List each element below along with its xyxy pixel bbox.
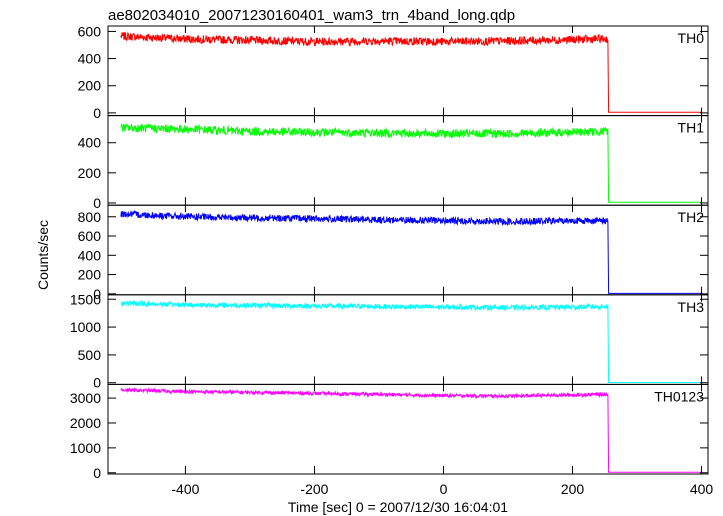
series-line-th3 xyxy=(120,299,702,383)
series-line-th1 xyxy=(120,123,702,203)
y-tick-label: 200 xyxy=(78,267,102,283)
panel-frame-th0123 xyxy=(107,383,709,475)
series-line-th2 xyxy=(120,209,702,294)
y-tick-label: 0 xyxy=(93,375,101,391)
y-tick-label: 400 xyxy=(78,135,102,151)
chart-title: ae802034010_20071230160401_wam3_trn_4ban… xyxy=(108,7,515,24)
y-tick-label: 400 xyxy=(78,51,102,67)
y-tick-label: 600 xyxy=(78,228,102,244)
y-tick-label: 500 xyxy=(78,347,102,363)
series-label-th3: TH3 xyxy=(678,299,705,315)
series-label-th0: TH0 xyxy=(678,30,705,46)
x-tick-label: 400 xyxy=(690,481,714,497)
y-tick-label: 0 xyxy=(93,286,101,302)
y-tick-label: 1000 xyxy=(70,440,101,456)
y-axis-label: Counts/sec xyxy=(35,220,51,290)
series-label-th1: TH1 xyxy=(678,120,705,136)
x-tick-label: -400 xyxy=(171,481,199,497)
y-tick-label: 0 xyxy=(93,195,101,211)
y-tick-label: 200 xyxy=(78,78,102,94)
series-label-th0123: TH0123 xyxy=(654,388,704,404)
x-tick-label: 200 xyxy=(561,481,585,497)
y-tick-label: 1500 xyxy=(70,291,101,307)
series-label-th2: TH2 xyxy=(678,209,705,225)
panels-group: 0 200 400 600 TH0 0 200 400 TH1 0 200 400 600 800 TH2 0… xyxy=(70,23,714,497)
series-line-th0 xyxy=(120,31,702,113)
y-tick-label: 0 xyxy=(93,105,101,121)
y-tick-label: 1000 xyxy=(70,319,101,335)
x-axis-label: Time [sec] 0 = 2007/12/30 16:04:01 xyxy=(288,499,508,515)
y-tick-label: 3000 xyxy=(70,390,101,406)
x-tick-label: -200 xyxy=(300,481,328,497)
y-tick-label: 0 xyxy=(93,465,101,481)
series-line-th0123 xyxy=(120,387,702,473)
y-tick-label: 800 xyxy=(78,209,102,225)
y-tick-label: 2000 xyxy=(70,415,101,431)
y-tick-label: 600 xyxy=(78,23,102,39)
x-tick-label: 0 xyxy=(440,481,448,497)
y-tick-label: 200 xyxy=(78,165,102,181)
y-tick-label: 400 xyxy=(78,247,102,263)
